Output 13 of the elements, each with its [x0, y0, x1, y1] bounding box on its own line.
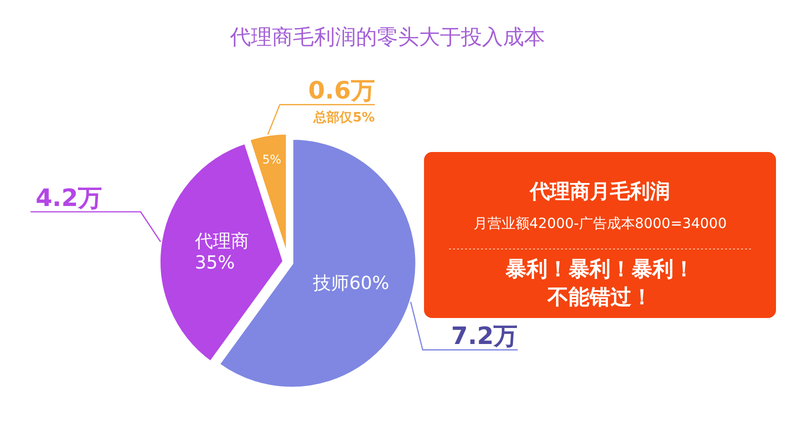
- text: 代理商月毛利润: [529, 179, 670, 203]
- chart-title: 代理商毛利润的零头大于投入成本: [229, 25, 545, 49]
- text: 月营业额42000-广告成本8000=34000: [473, 216, 727, 232]
- text: 暴利！暴利！暴利！: [504, 257, 694, 281]
- data-label: 35%: [194, 252, 235, 274]
- slice-label: 技师60%: [312, 272, 390, 294]
- text: 总部仅5%: [312, 110, 375, 126]
- text: 7.2万: [451, 322, 518, 350]
- slice-label: 代理商: [194, 231, 249, 252]
- text: 0.6万: [308, 76, 375, 105]
- text: 不能错过！: [546, 285, 652, 309]
- text: 4.2万: [36, 184, 102, 212]
- data-label: 5%: [262, 152, 282, 166]
